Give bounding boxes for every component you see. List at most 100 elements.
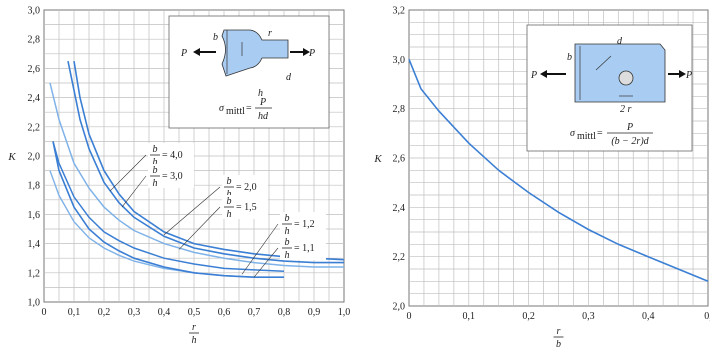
inset-label-P-right: P <box>685 70 692 81</box>
series-label-frac-den: h <box>153 178 158 189</box>
series-label-3: bh = 1,5 <box>178 195 268 250</box>
formula-sigma: σ <box>219 103 225 114</box>
y-tick-label: 2,2 <box>393 252 406 263</box>
series-label-frac-den: h <box>285 226 290 237</box>
formula-numerator: P <box>259 97 266 108</box>
series-line-2 <box>49 82 344 268</box>
inset-label-r: r <box>268 28 272 39</box>
series-label-frac-den: h <box>285 250 290 261</box>
x-tick-label: 0,9 <box>308 307 321 318</box>
x-tick-label: 0, <box>704 311 710 322</box>
y-tick-label: 2,0 <box>393 302 406 313</box>
y-tick-label: 1,2 <box>28 268 41 279</box>
series-label-value: = 3,0 <box>162 171 183 182</box>
y-tick-label: 2,8 <box>28 35 41 46</box>
series-leader-5 <box>253 247 279 278</box>
x-axis-label-num: r <box>192 322 196 333</box>
y-tick-label: 2,8 <box>393 104 406 115</box>
y-tick-label: 1,8 <box>28 181 41 192</box>
series-label-frac-num: b <box>227 176 232 187</box>
x-tick-label: 0,3 <box>128 307 141 318</box>
inset-label-b: b <box>567 52 572 63</box>
series-label-frac-den: h <box>153 157 158 168</box>
series-leader-1 <box>121 175 147 208</box>
series-label-1: bh = 3,0 <box>121 164 194 208</box>
series-label-value: = 1,5 <box>236 202 257 213</box>
series-line-5 <box>52 141 284 278</box>
inset-label-d: d <box>617 36 623 47</box>
y-tick-label: 2,0 <box>28 152 41 163</box>
x-axis-label-den: h <box>192 335 197 346</box>
formula-equals: = <box>246 103 252 114</box>
y-tick-label: 1,0 <box>28 298 41 309</box>
x-tick-label: 0 <box>42 307 47 318</box>
inset-label-h: h <box>258 88 263 99</box>
x-tick-label: 1,0 <box>338 307 351 318</box>
inset-label-P-left: P <box>530 70 537 81</box>
inset-label-2r: 2 r <box>620 104 632 115</box>
y-tick-label: 2,4 <box>28 93 41 104</box>
x-tick-label: 0,8 <box>278 307 291 318</box>
series-label-0: bh= 4,0 <box>109 143 194 192</box>
series-label-4: bh= 1,2 <box>241 212 326 275</box>
formula-denominator: hd <box>258 111 269 122</box>
formula-subscript: mittl <box>226 106 245 117</box>
y-axis-label: K <box>373 153 382 165</box>
series-label-frac-num: b <box>153 144 158 155</box>
y-tick-label: 2,6 <box>393 154 406 165</box>
x-tick-label: 0,3 <box>582 311 595 322</box>
x-tick-label: 0,6 <box>218 307 231 318</box>
y-axis-label: K <box>7 151 16 163</box>
series-label-frac-num: b <box>153 165 158 176</box>
x-tick-label: 0,5 <box>188 307 201 318</box>
series-leader-0 <box>109 154 147 192</box>
series-label-value: = 4,0 <box>162 150 183 161</box>
hole-shape <box>618 70 634 86</box>
dim-line-d <box>595 55 612 71</box>
y-tick-label: 1,4 <box>28 239 41 250</box>
x-tick-label: 0,1 <box>68 307 81 318</box>
force-arrowhead-right <box>303 48 310 56</box>
formula-numerator: P <box>626 122 633 133</box>
y-tick-label: 3,0 <box>28 6 41 17</box>
x-tick-label: 0,1 <box>463 311 476 322</box>
x-tick-label: 0,4 <box>642 311 655 322</box>
inset-label-P-right: P <box>308 48 315 59</box>
force-arrowhead-right <box>679 70 686 78</box>
series-line-right <box>408 58 709 283</box>
y-tick-label: 2,4 <box>393 203 406 214</box>
y-tick-label: 3,0 <box>393 55 406 66</box>
x-tick-label: 0,7 <box>248 307 261 318</box>
formula-denominator: (b − 2r)d <box>611 136 649 147</box>
inset-label-b: b <box>213 32 218 43</box>
formula-equals: = <box>597 128 603 139</box>
force-arrowhead-left <box>193 48 200 56</box>
y-tick-label: 2,2 <box>28 122 41 133</box>
x-tick-label: 0,4 <box>158 307 171 318</box>
x-axis-label-den: b <box>556 339 561 347</box>
y-tick-label: 3,2 <box>393 6 406 17</box>
force-arrowhead-left <box>540 70 547 78</box>
formula-sigma: σ <box>570 128 576 139</box>
series-label-frac-num: b <box>285 237 290 248</box>
series-leader-2 <box>163 186 221 236</box>
series-line-1 <box>67 60 344 264</box>
inset-label-P-left: P <box>180 48 187 59</box>
series-leader-4 <box>241 223 279 275</box>
right-inset-diagram: P Pb d 2 r σ mittl = P (b − 2r)d <box>526 24 693 152</box>
series-label-5: bh = 1,1 <box>253 236 326 278</box>
y-tick-label: 1,6 <box>28 210 41 221</box>
x-axis-label-num: r <box>557 326 561 337</box>
x-tick-label: 0 <box>407 311 412 322</box>
series-label-frac-num: b <box>227 196 232 207</box>
formula-subscript: mittl <box>577 131 596 142</box>
plate-shape <box>574 43 666 103</box>
series-label-value: = 1,1 <box>294 243 315 254</box>
series-label-value: = 2,0 <box>236 182 257 193</box>
series-line-3 <box>52 141 285 273</box>
inset-label-d: d <box>286 72 292 83</box>
part-shape <box>221 29 289 77</box>
x-tick-label: 0,2 <box>522 311 535 322</box>
